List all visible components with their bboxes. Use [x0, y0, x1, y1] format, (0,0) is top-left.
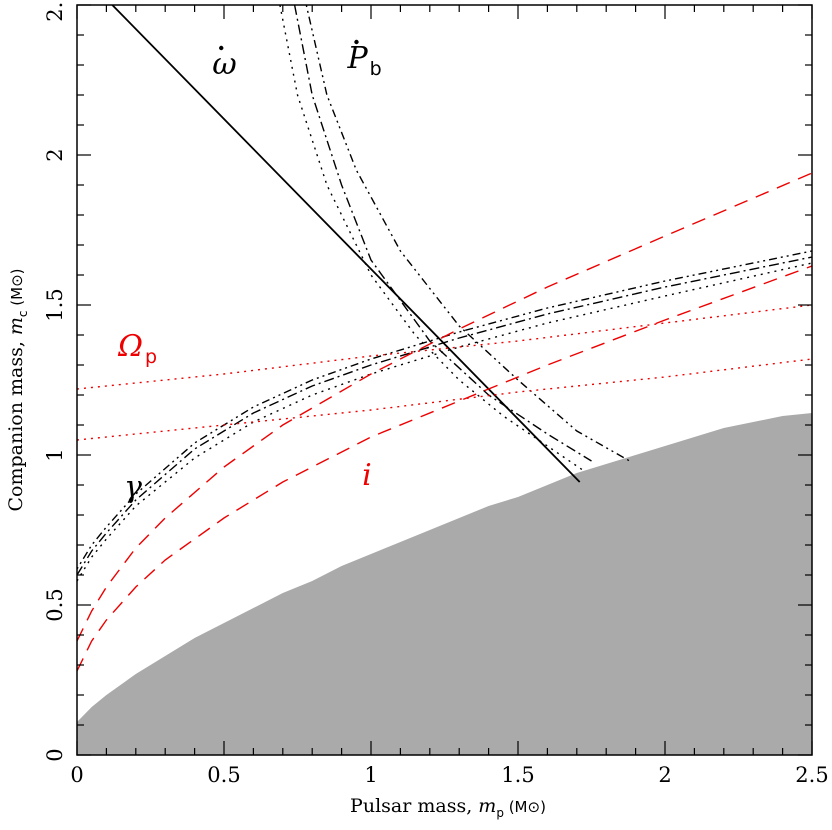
x-tick-label: 0 [70, 763, 83, 787]
y-tick-label: 1.5 [43, 288, 67, 321]
y-tick-label: 2 [43, 148, 67, 161]
x-tick-label: 2.5 [795, 763, 828, 787]
y-tick-label: 0.5 [43, 588, 67, 621]
curve-gamma_a [77, 256, 812, 576]
x-axis-title: Pulsar mass, mp (M⊙) [350, 795, 546, 820]
x-tick-label: 1.5 [501, 763, 534, 787]
x-tick-label: 0.5 [207, 763, 240, 787]
curve-pbdot_c [305, 5, 631, 462]
curve-incl_low [77, 265, 812, 672]
curve-omegap_high [77, 304, 812, 390]
plot-frame [76, 4, 813, 756]
x-tick-label: 2 [658, 763, 671, 787]
y-tick-label: 2.5 [43, 0, 67, 22]
x-tick-label: 1 [364, 763, 377, 787]
omegadot-label-dot [219, 45, 224, 51]
y-tick-label: 1 [43, 448, 67, 461]
excluded-region [77, 413, 812, 755]
y-tick-label: 0 [43, 748, 67, 761]
y-axis-title: Companion mass, mc (M⊙) [5, 268, 30, 511]
incl-label: i [362, 458, 372, 493]
curve-incl_high [77, 172, 812, 642]
gamma-label: γ [124, 470, 142, 505]
curve-pbdot_b [293, 5, 592, 462]
curve-omegap_low [77, 358, 812, 441]
pbdot-label-dot [354, 39, 359, 45]
omegadot-label: ω [212, 47, 236, 82]
curve-omegadot [111, 5, 581, 483]
